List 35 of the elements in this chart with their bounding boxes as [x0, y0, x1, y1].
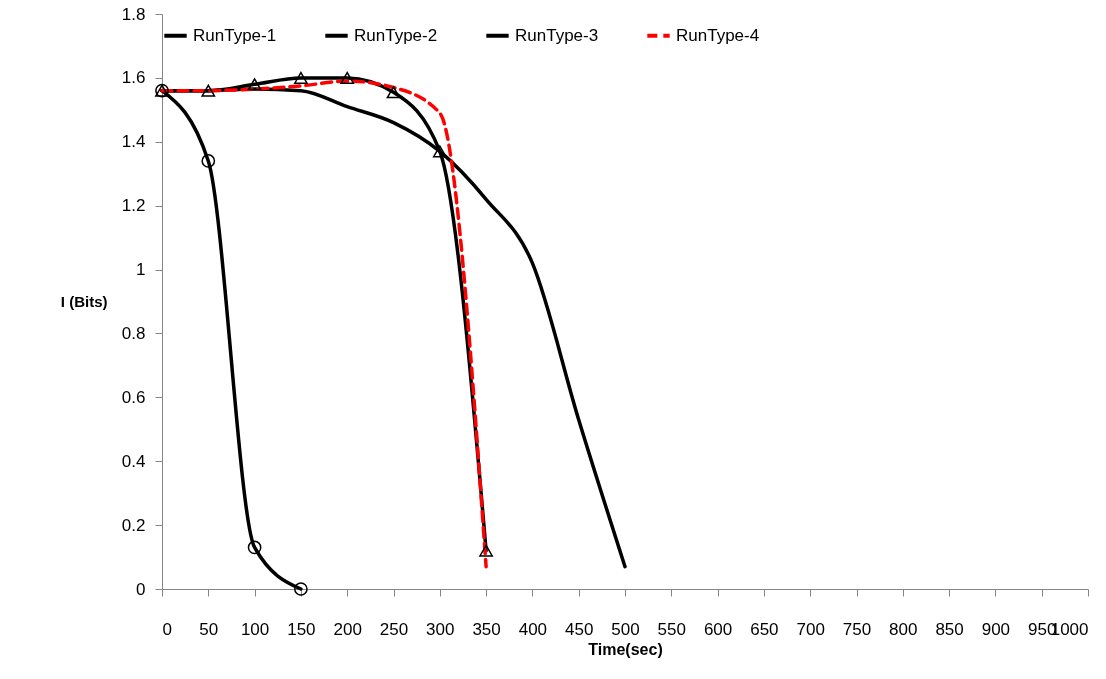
y-tick-label: 0.8	[121, 323, 146, 343]
legend-label: RunType-4	[676, 25, 760, 45]
x-tick-label: 0	[162, 619, 172, 639]
legend-label: RunType-1	[193, 25, 277, 45]
x-tick-label: 350	[472, 619, 501, 639]
x-tick-label: 150	[287, 619, 316, 639]
y-tick-label: 1.6	[121, 68, 146, 88]
x-tick-label: 400	[518, 619, 548, 639]
x-tick-label: 850	[935, 619, 964, 639]
y-tick-label: 1.8	[121, 4, 146, 24]
x-tick-label: 900	[981, 619, 1011, 639]
x-tick-label: 700	[796, 619, 825, 639]
y-tick-label: 0.4	[121, 451, 146, 471]
y-tick-label: 1	[136, 260, 146, 280]
x-tick-label: 100	[240, 619, 270, 639]
x-axis-title: Time(sec)	[588, 640, 663, 658]
x-tick-label: 750	[842, 619, 872, 639]
x-tick-label: 500	[611, 619, 640, 639]
y-tick-label: 0	[136, 579, 146, 599]
x-tick-label: 450	[565, 619, 594, 639]
x-tick-label: 250	[379, 619, 409, 639]
legend-label: RunType-3	[515, 25, 599, 45]
x-tick-label: 650	[750, 619, 779, 639]
y-tick-label: 0.6	[121, 387, 146, 407]
legend-label: RunType-2	[354, 25, 438, 45]
y-tick-label: 1.2	[121, 196, 146, 216]
x-tick-label: 50	[199, 619, 219, 639]
x-tick-label: 550	[657, 619, 686, 639]
x-tick-label: 800	[889, 619, 918, 639]
y-tick-label: 0.2	[121, 515, 146, 535]
x-tick-label: 600	[703, 619, 733, 639]
y-tick-label: 1.4	[121, 132, 146, 152]
x-tick-label: 300	[426, 619, 455, 639]
x-tick-label: 200	[333, 619, 362, 639]
y-axis-title: I (Bits)	[60, 293, 108, 310]
